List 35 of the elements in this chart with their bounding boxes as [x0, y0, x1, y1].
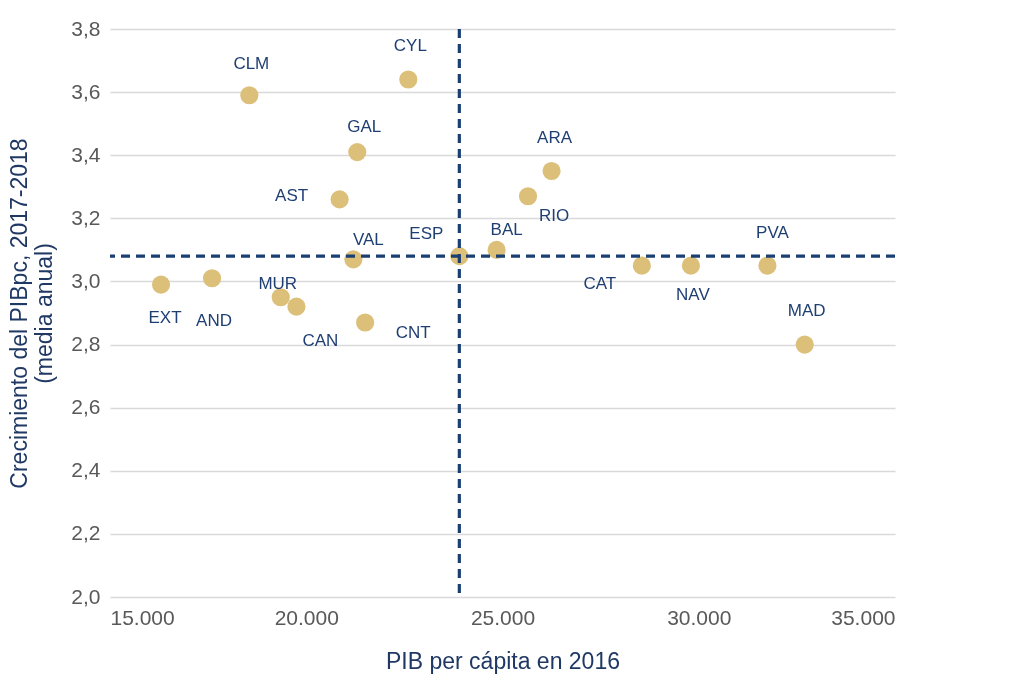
y-tick-label: 3,6 [71, 79, 101, 103]
annotation: ESP [409, 224, 444, 244]
x-tick-label: 35.000 [831, 605, 896, 629]
y-tick-label: 3,8 [71, 16, 101, 40]
y-tick-label: 2,4 [71, 458, 101, 482]
y-tick-label: 3,0 [71, 268, 101, 292]
annotation: AST [275, 186, 309, 206]
x-tick-label: 30.000 [667, 605, 732, 629]
y-axis-title: Crecimiento del PIBpc, 2017-2018 (media anual) [6, 138, 58, 489]
annotation: MAD [787, 300, 826, 320]
annotation: EXT [148, 307, 182, 327]
annotation: NAV [676, 284, 711, 304]
annotation: CAT [583, 273, 617, 293]
y-tick-label: 2,2 [71, 521, 101, 545]
y-tick-label: 2,0 [71, 584, 101, 608]
annotation: AND [196, 311, 232, 331]
annotation: ARA [537, 128, 573, 147]
annotation: CLM [233, 54, 270, 74]
x-tick-label: 15.000 [110, 605, 175, 629]
x-tick-label: 20.000 [274, 605, 339, 629]
annotation: GAL [347, 117, 382, 137]
annotation: VAL [352, 230, 384, 250]
y-tick-label: 3,4 [71, 142, 101, 166]
annotation: PVA [756, 222, 790, 242]
annotation: MUR [258, 274, 298, 294]
annotation: BAL [490, 219, 523, 239]
x-axis-title: PIB per cápita en 2016 [386, 647, 620, 674]
y-tick-label: 2,6 [71, 395, 101, 419]
annotation: RIO [538, 206, 570, 226]
x-tick-label: 25.000 [470, 605, 536, 629]
y-tick-label: 3,2 [71, 205, 101, 229]
annotation: CYL [393, 36, 427, 56]
y-tick-label: 2,8 [71, 332, 101, 356]
annotation: CAN [302, 330, 339, 350]
annotation: CNT [395, 323, 431, 343]
